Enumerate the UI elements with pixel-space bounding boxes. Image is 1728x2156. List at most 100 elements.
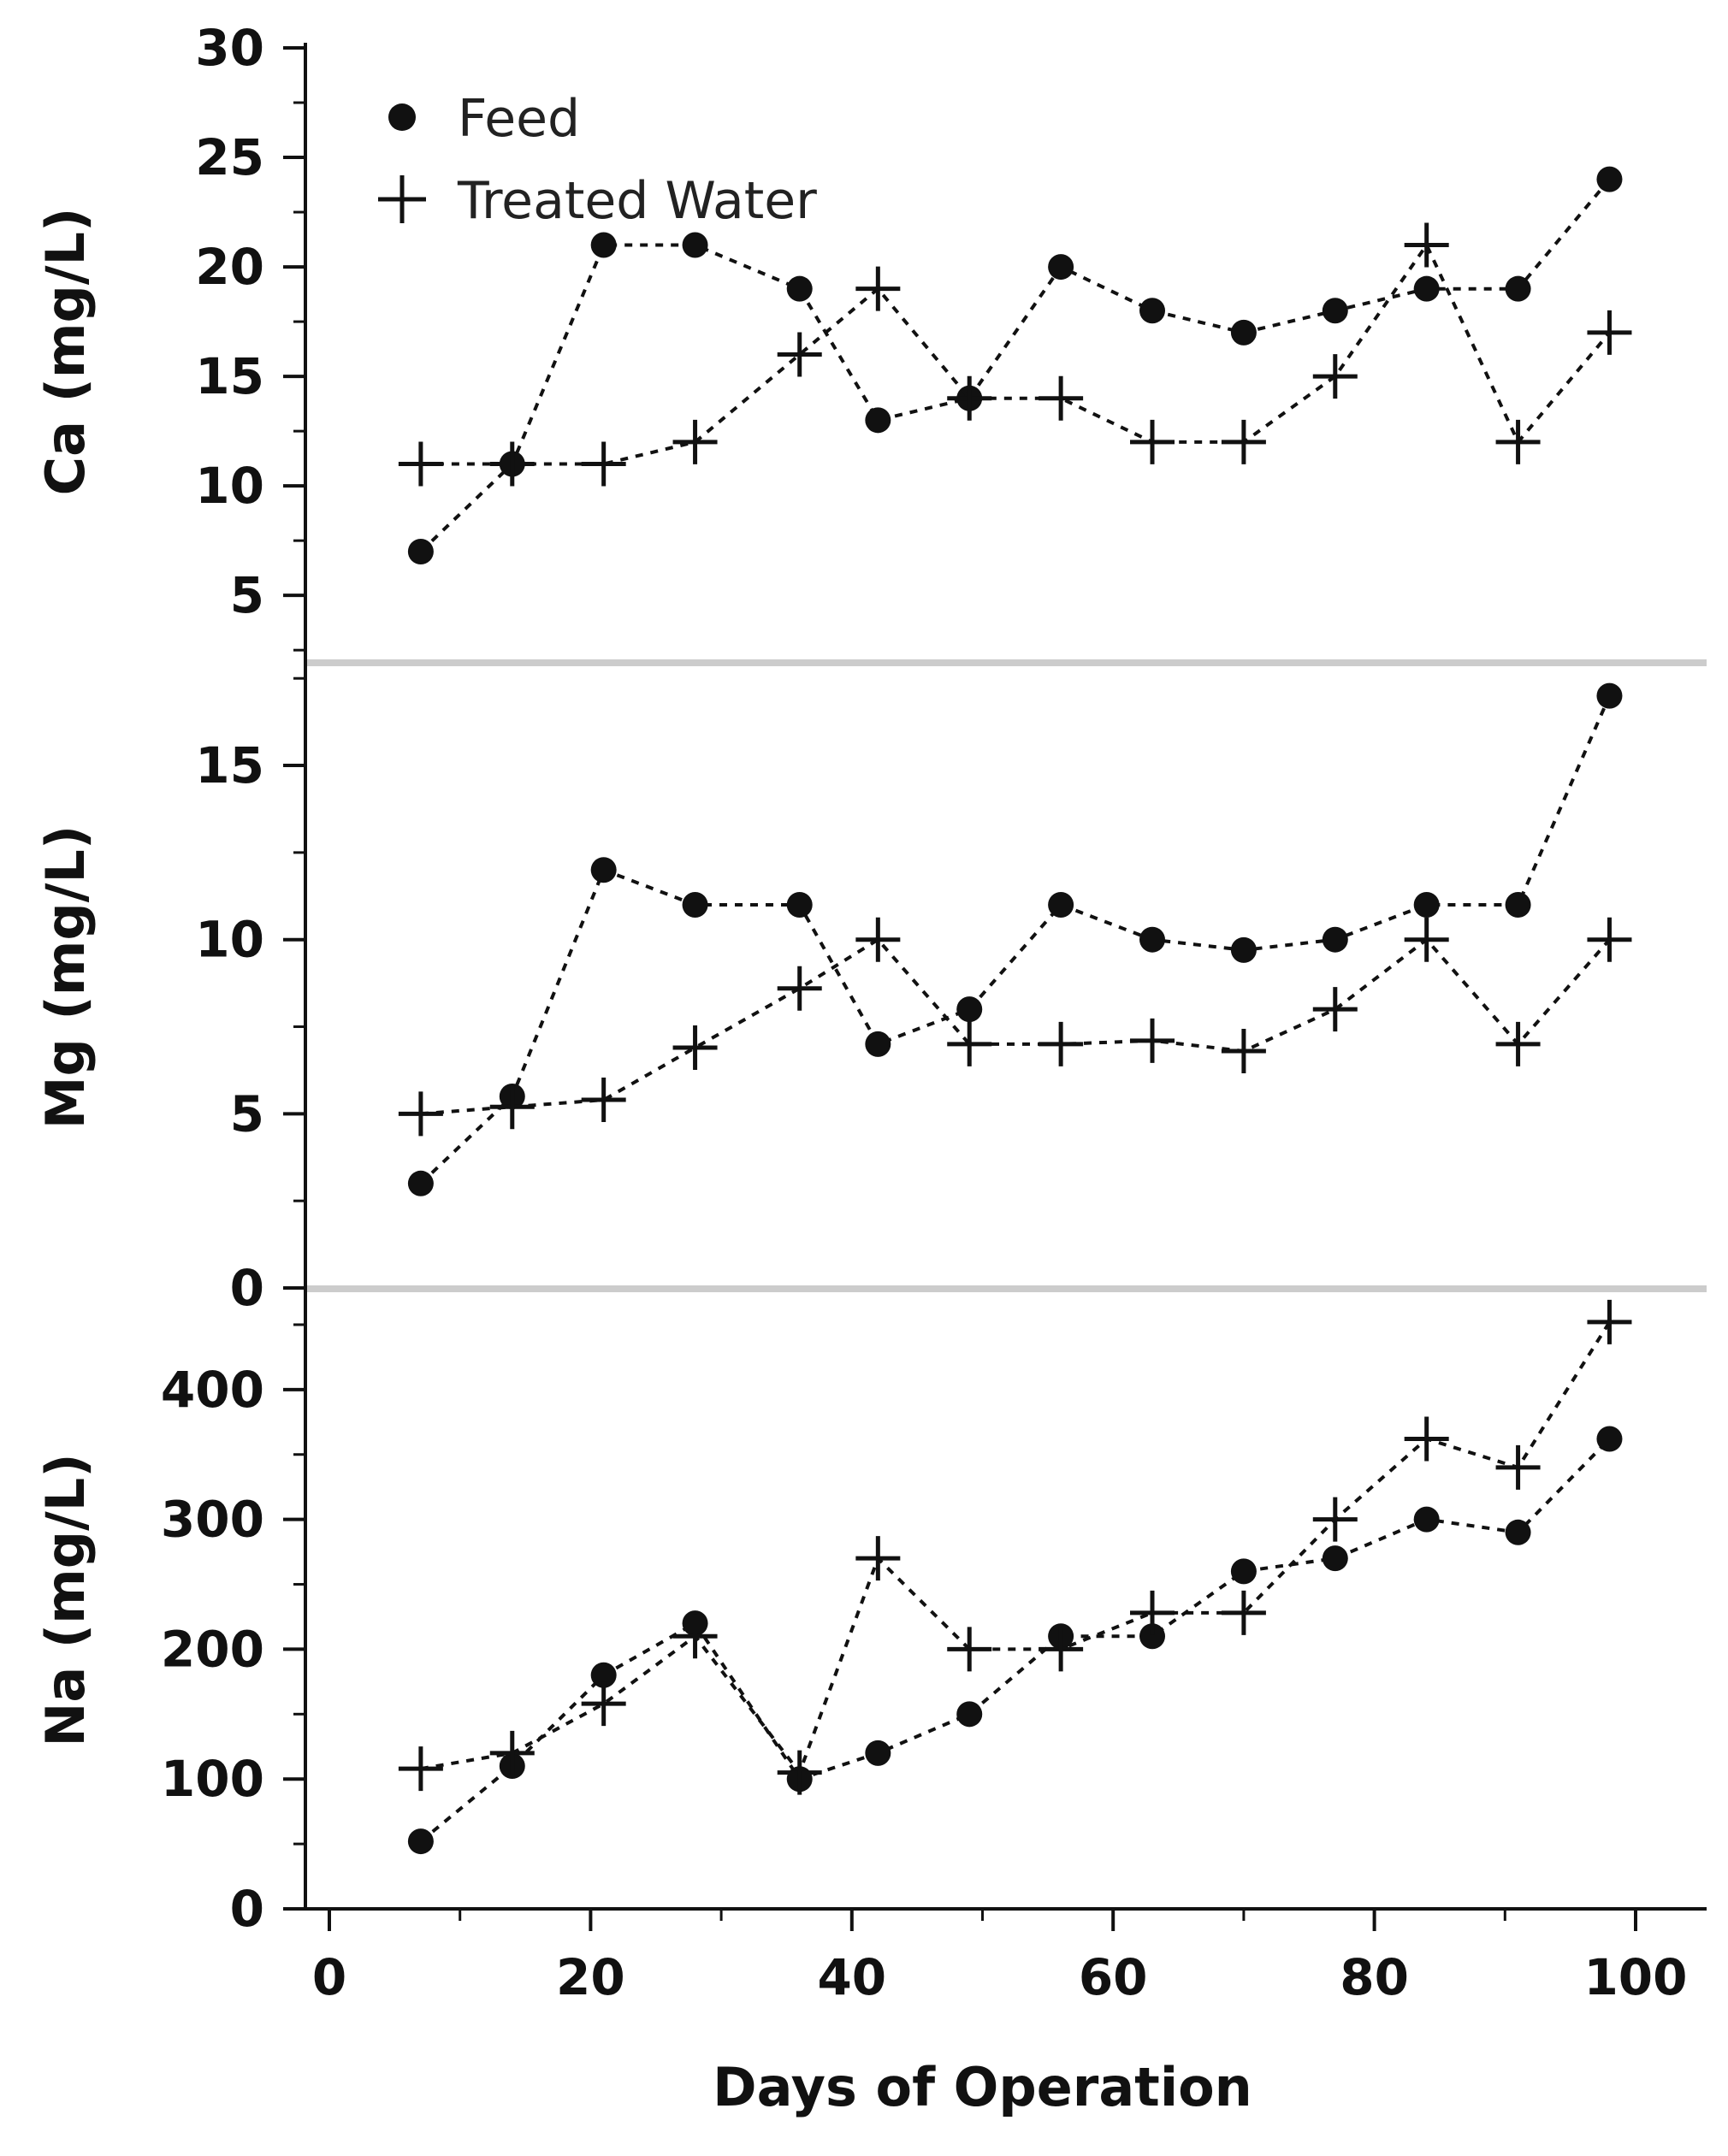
x-tick-label: 80 (1340, 1948, 1409, 2006)
legend-label-feed: Feed (458, 89, 580, 149)
x-tick-label: 0 (312, 1948, 346, 2006)
data-point-treated-water (855, 917, 901, 962)
data-point-treated-water (581, 441, 626, 487)
series-line-treated-water-na-mg-l (420, 1320, 1612, 1776)
data-point-treated-water (1221, 1590, 1266, 1635)
data-point-treated-water (777, 332, 822, 377)
data-point-feed (590, 857, 617, 883)
data-point-feed (1322, 926, 1348, 953)
data-point-treated-water (1039, 1627, 1084, 1672)
data-point-feed (1413, 891, 1440, 918)
data-point-treated-water (1404, 917, 1449, 962)
data-point-treated-water (1312, 354, 1358, 399)
data-point-feed (1505, 891, 1531, 918)
data-point-feed (1505, 275, 1531, 302)
y-tick-label: 10 (195, 911, 264, 969)
data-point-feed (786, 891, 813, 918)
data-point-feed (786, 275, 813, 302)
data-point-treated-water (1130, 1018, 1175, 1063)
y-tick-label: 30 (195, 19, 264, 77)
data-point-treated-water (855, 1536, 901, 1581)
series-line-treated-water-ca-mg-l (420, 241, 1612, 466)
data-point-treated-water (1312, 1497, 1358, 1542)
data-point-treated-water (672, 419, 718, 464)
y-tick-label: 100 (161, 1750, 264, 1808)
data-point-treated-water (1039, 1021, 1084, 1066)
y-tick-label: 400 (161, 1361, 264, 1419)
data-point-treated-water (1312, 987, 1358, 1032)
data-point-feed (1139, 1623, 1166, 1650)
y-tick-label: 300 (161, 1491, 264, 1549)
data-point-treated-water (1495, 1021, 1541, 1066)
data-point-treated-water (1587, 310, 1632, 355)
y-tick-label: 200 (161, 1620, 264, 1678)
data-point-feed (1322, 298, 1348, 324)
y-tick-label: 10 (195, 457, 264, 515)
data-point-treated-water (1130, 419, 1175, 464)
data-point-treated-water (1221, 1029, 1266, 1074)
y-tick-label: 15 (195, 736, 264, 794)
data-point-feed (682, 891, 708, 918)
data-point-treated-water (672, 1614, 718, 1659)
data-point-treated-water (947, 375, 992, 421)
data-point-treated-water (777, 966, 822, 1011)
data-point-feed (956, 996, 983, 1023)
data-point-treated-water (1587, 917, 1632, 962)
series-line-feed-mg-mg-l (419, 694, 1612, 1185)
series-line-feed-ca-mg-l (419, 178, 1612, 553)
data-point-treated-water (1039, 375, 1084, 421)
x-tick-label: 40 (817, 1948, 886, 2006)
data-point-feed (1230, 319, 1257, 346)
legend-marker-treated-water (378, 175, 426, 223)
x-tick-label: 60 (1079, 1948, 1148, 2006)
data-point-treated-water (581, 1078, 626, 1123)
data-point-feed (1596, 166, 1623, 192)
data-point-feed (407, 1170, 434, 1196)
data-point-treated-water (672, 1025, 718, 1070)
y-tick-label: 5 (230, 1084, 264, 1143)
data-point-treated-water (855, 266, 901, 311)
data-point-treated-water (1221, 419, 1266, 464)
series-line-feed-na-mg-l (419, 1438, 1611, 1843)
data-point-treated-water (489, 441, 535, 487)
data-point-feed (865, 407, 891, 434)
y-tick-label: 15 (195, 347, 264, 405)
y-tick-label: 25 (195, 128, 264, 186)
data-point-feed (407, 1828, 434, 1855)
data-point-feed (1048, 891, 1074, 918)
data-point-feed (1413, 275, 1440, 302)
data-point-feed (1230, 936, 1257, 963)
legend-marker-feed (388, 103, 416, 131)
x-axis-title: Days of Operation (713, 2056, 1252, 2118)
y-axis-title-ca-mg-l: Ca (mg/L) (34, 208, 97, 496)
y-tick-label: 5 (230, 566, 264, 624)
data-point-feed (1139, 926, 1166, 953)
data-point-feed (1230, 1558, 1257, 1585)
data-point-feed (590, 232, 617, 258)
data-point-feed (865, 1740, 891, 1766)
data-point-treated-water (947, 1627, 992, 1672)
data-point-treated-water (1130, 1590, 1175, 1635)
data-point-treated-water (1587, 1299, 1632, 1344)
data-point-feed (865, 1031, 891, 1057)
data-point-treated-water (1404, 222, 1449, 268)
data-point-feed (682, 232, 708, 258)
data-point-feed (1596, 1426, 1623, 1452)
data-point-treated-water (398, 441, 443, 487)
data-point-treated-water (1495, 1444, 1541, 1490)
y-tick-label: 0 (230, 1259, 264, 1317)
y-tick-label: 20 (195, 238, 264, 296)
data-point-treated-water (947, 1021, 992, 1066)
legend-label-treated-water: Treated Water (457, 171, 817, 231)
data-point-treated-water (777, 1750, 822, 1795)
data-point-treated-water (398, 1746, 443, 1792)
data-point-treated-water (581, 1681, 626, 1727)
data-point-treated-water (489, 1730, 535, 1775)
x-tick-label: 100 (1583, 1948, 1687, 2006)
data-point-treated-water (1495, 419, 1541, 464)
data-point-feed (1139, 298, 1166, 324)
series-line-treated-water-mg-mg-l (420, 936, 1612, 1116)
data-point-feed (407, 538, 434, 564)
